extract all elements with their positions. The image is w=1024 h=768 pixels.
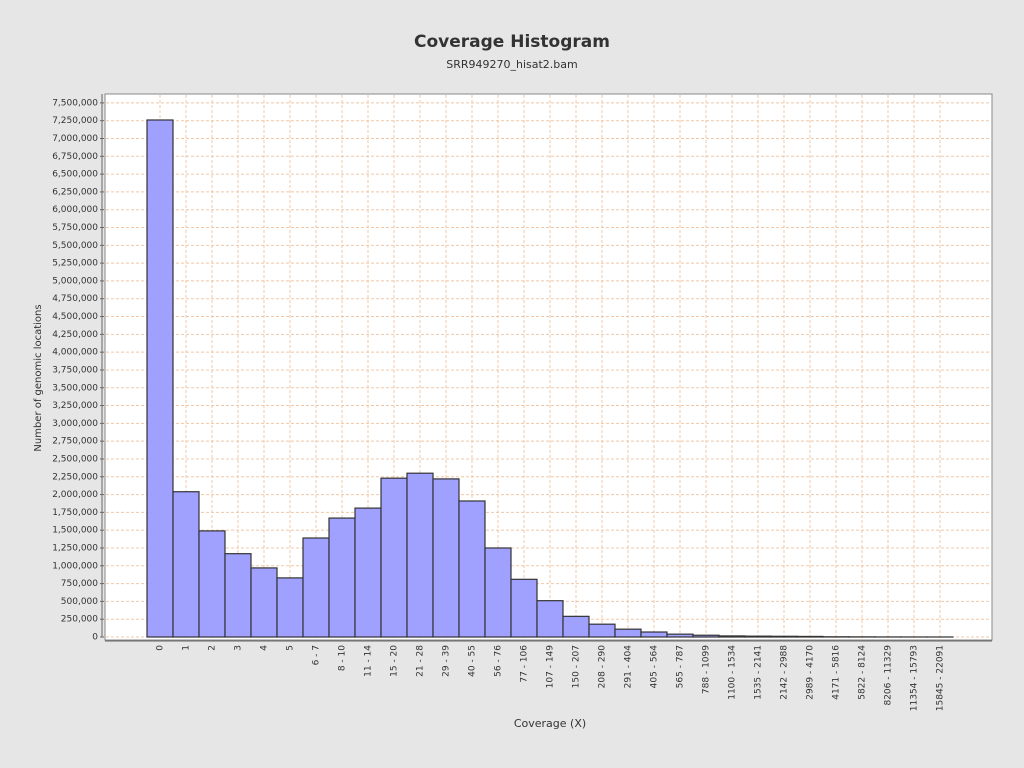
y-tick-label: 4,750,000 xyxy=(52,294,98,304)
y-tick-label: 3,250,000 xyxy=(52,401,98,411)
x-tick-label: 1535 - 2141 xyxy=(754,645,764,700)
chart-subtitle: SRR949270_hisat2.bam xyxy=(446,58,578,71)
bar xyxy=(172,491,200,638)
x-tick-label: 3 xyxy=(234,645,244,651)
bar xyxy=(328,517,356,638)
bar xyxy=(354,507,382,638)
y-tick-label: 2,500,000 xyxy=(52,454,98,464)
x-tick-label: 15 - 20 xyxy=(390,645,400,677)
y-tick-label: 2,750,000 xyxy=(52,437,98,447)
x-tick-label: 11 - 14 xyxy=(364,645,374,677)
y-tick-label: 250,000 xyxy=(61,615,98,625)
x-tick-label: 5822 - 8124 xyxy=(858,645,868,700)
x-tick-label: 29 - 39 xyxy=(442,645,452,677)
x-tick-label: 208 - 290 xyxy=(598,645,608,689)
y-tick-label: 5,250,000 xyxy=(52,259,98,269)
bar xyxy=(744,635,772,638)
y-tick-label: 3,500,000 xyxy=(52,383,98,393)
y-tick-label: 750,000 xyxy=(61,579,98,589)
x-tick-label: 107 - 149 xyxy=(546,645,556,689)
bar xyxy=(536,600,564,638)
x-axis-label: Coverage (X) xyxy=(514,717,586,730)
bar xyxy=(224,553,252,638)
y-tick-label: 5,000,000 xyxy=(52,276,98,286)
x-tick-label: 2989 - 4170 xyxy=(806,645,816,700)
y-tick-label: 7,250,000 xyxy=(52,116,98,126)
x-tick-label: 0 xyxy=(156,645,166,651)
x-tick-label: 405 - 564 xyxy=(650,645,660,689)
y-tick-label: 4,500,000 xyxy=(52,312,98,322)
bar xyxy=(484,547,512,638)
x-tick-label: 21 - 28 xyxy=(416,645,426,677)
x-tick-label: 56 - 76 xyxy=(494,645,504,677)
bar xyxy=(588,623,616,638)
plot-area xyxy=(104,93,993,641)
bar xyxy=(718,635,746,638)
bar xyxy=(666,633,694,638)
bar xyxy=(692,634,720,638)
x-tick-label: 8206 - 11329 xyxy=(884,645,894,706)
x-tick-label: 150 - 207 xyxy=(572,645,582,688)
y-tick-label: 1,250,000 xyxy=(52,543,98,553)
x-tick-label: 1100 - 1534 xyxy=(728,645,738,700)
y-tick-label: 6,750,000 xyxy=(52,152,98,162)
y-tick-label: 7,000,000 xyxy=(52,134,98,144)
bar xyxy=(796,635,824,638)
x-tick-label: 8 - 10 xyxy=(338,645,348,671)
x-tick-label: 565 - 787 xyxy=(676,645,686,688)
y-tick-label: 2,250,000 xyxy=(52,472,98,482)
y-tick-label: 1,500,000 xyxy=(52,526,98,536)
x-tick-label: 77 - 106 xyxy=(520,645,530,683)
x-tick-label: 788 - 1099 xyxy=(702,645,712,694)
y-tick-label: 0 xyxy=(92,633,98,643)
bar xyxy=(458,500,486,638)
y-tick-label: 5,750,000 xyxy=(52,223,98,233)
x-tick-label: 1 xyxy=(182,645,192,651)
bar xyxy=(380,477,408,638)
chart-title: Coverage Histogram xyxy=(414,32,610,52)
bar xyxy=(250,567,278,638)
x-tick-label: 291 - 404 xyxy=(624,645,634,689)
y-tick-label: 6,250,000 xyxy=(52,187,98,197)
bar xyxy=(276,577,304,638)
bar xyxy=(614,628,642,638)
x-tick-label: 2142 - 2988 xyxy=(780,645,790,700)
y-tick-label: 3,750,000 xyxy=(52,365,98,375)
y-tick-label: 7,500,000 xyxy=(52,98,98,108)
x-tick-label: 2 xyxy=(208,645,218,651)
bar xyxy=(406,472,434,638)
y-tick-label: 6,000,000 xyxy=(52,205,98,215)
y-tick-label: 4,250,000 xyxy=(52,330,98,340)
bar xyxy=(432,478,460,638)
y-tick-label: 6,500,000 xyxy=(52,170,98,180)
bar xyxy=(640,631,668,638)
x-tick-label: 6 - 7 xyxy=(312,645,322,665)
y-tick-label: 1,750,000 xyxy=(52,508,98,518)
x-tick-label: 11354 - 15793 xyxy=(910,645,920,711)
y-tick-label: 500,000 xyxy=(61,597,98,607)
bar xyxy=(302,537,330,638)
x-tick-label: 4171 - 5816 xyxy=(832,645,842,700)
bar xyxy=(510,578,538,638)
bar xyxy=(770,635,798,638)
y-tick-label: 1,000,000 xyxy=(52,561,98,571)
x-tick-label: 4 xyxy=(260,645,270,651)
y-tick-label: 4,000,000 xyxy=(52,348,98,358)
bar xyxy=(198,530,226,638)
y-tick-label: 2,000,000 xyxy=(52,490,98,500)
x-tick-label: 15845 - 22091 xyxy=(936,645,946,711)
x-tick-label: 40 - 55 xyxy=(468,645,478,677)
bar xyxy=(146,119,174,638)
y-tick-label: 3,000,000 xyxy=(52,419,98,429)
y-axis-label: Number of genomic locations xyxy=(33,304,44,451)
x-tick-label: 5 xyxy=(286,645,296,651)
y-tick-label: 5,500,000 xyxy=(52,241,98,251)
bar xyxy=(562,615,590,638)
